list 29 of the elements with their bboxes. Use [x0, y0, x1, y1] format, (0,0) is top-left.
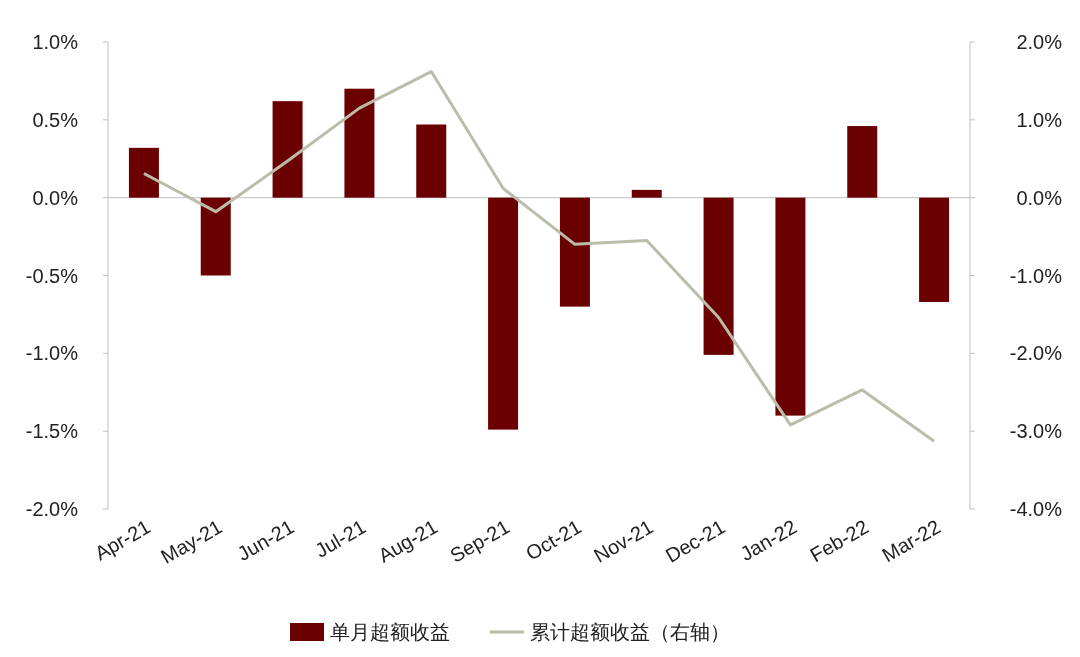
- y2-tick-label: -3.0%: [1009, 420, 1063, 443]
- bar: [128, 147, 159, 198]
- y-tick-label: 0.0%: [32, 186, 79, 209]
- y-tick-label: -1.0%: [25, 342, 79, 365]
- bar: [919, 197, 950, 302]
- legend-label: 单月超额收益: [330, 621, 450, 643]
- bar: [631, 189, 662, 198]
- y2-tick-label: 2.0%: [1016, 31, 1063, 53]
- y-tick-label: -1.5%: [25, 420, 79, 443]
- bar: [488, 197, 519, 430]
- y2-tick-label: -2.0%: [1009, 342, 1063, 365]
- bar: [703, 197, 734, 355]
- y2-tick-label: -4.0%: [1009, 498, 1063, 520]
- bar: [847, 126, 878, 198]
- y-tick-label: 0.5%: [32, 108, 79, 131]
- bar: [775, 197, 806, 416]
- y-tick-label: -2.0%: [25, 498, 79, 520]
- line-series: [142, 70, 936, 443]
- y2-tick-label: 0.0%: [1016, 186, 1063, 209]
- legend-label: 累计超额收益（右轴）: [530, 621, 730, 643]
- y-tick-label: 1.0%: [32, 31, 79, 53]
- bar: [559, 197, 590, 307]
- y2-tick-label: 1.0%: [1016, 108, 1063, 131]
- bar: [200, 197, 231, 276]
- bar: [416, 124, 447, 198]
- bar: [344, 88, 375, 198]
- y-tick-label: -0.5%: [25, 264, 79, 287]
- bar: [272, 101, 303, 198]
- y2-tick-label: -1.0%: [1009, 264, 1063, 287]
